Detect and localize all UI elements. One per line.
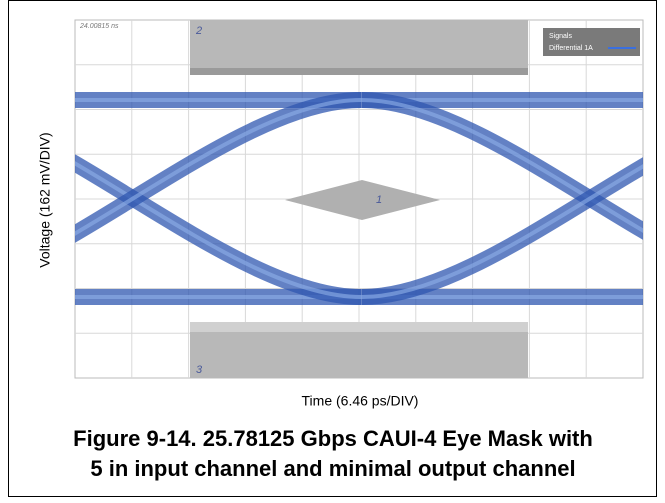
caption-line: Figure 9-14. 25.78125 Gbps CAUI-4 Eye Ma… bbox=[73, 426, 593, 451]
mask-label: 2 bbox=[195, 25, 202, 37]
mask-label: 1 bbox=[376, 194, 382, 206]
y-axis-label: Voltage (162 mV/DIV) bbox=[37, 132, 53, 267]
mask-label: 3 bbox=[196, 364, 203, 376]
figure: 24.00815 ns 2 1 3 Signals Differential 1… bbox=[0, 0, 665, 498]
legend-entry: Differential 1A bbox=[549, 45, 593, 52]
page: 24.00815 ns 2 1 3 Signals Differential 1… bbox=[0, 0, 665, 498]
caption-line: 5 in input channel and minimal output ch… bbox=[90, 456, 575, 481]
x-axis-label: Time (6.46 ps/DIV) bbox=[302, 393, 419, 409]
legend-title: Signals bbox=[549, 33, 572, 40]
timestamp: 24.00815 ns bbox=[79, 23, 119, 30]
mask-top-edge bbox=[190, 68, 528, 75]
mask-top bbox=[190, 20, 528, 75]
mask-bottom-edge bbox=[190, 322, 528, 332]
